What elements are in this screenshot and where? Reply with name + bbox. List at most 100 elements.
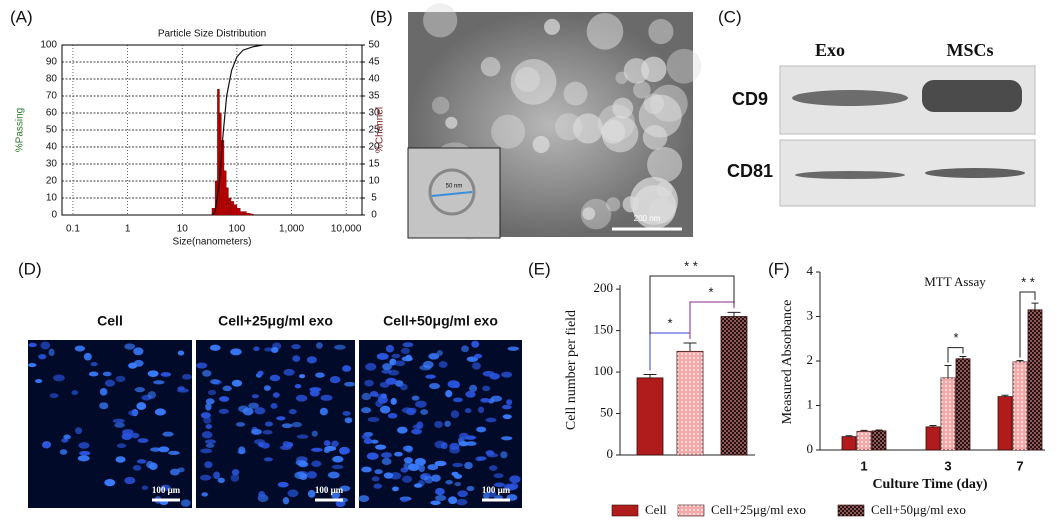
- nucleus: [200, 448, 213, 454]
- vesicle: [666, 48, 702, 84]
- nucleus: [205, 398, 215, 405]
- significance-bracket: [1019, 291, 1036, 358]
- nucleus: [217, 477, 225, 484]
- chart-title: MTT Assay: [924, 274, 986, 289]
- nucleus: [150, 447, 161, 452]
- nucleus: [411, 428, 423, 435]
- y-tick-label: 3: [807, 307, 814, 322]
- y-axis-label: Cell number per field: [564, 310, 579, 430]
- nucleus: [489, 465, 498, 471]
- significance-label: *: [953, 330, 958, 345]
- nucleus: [153, 380, 165, 385]
- nucleus: [258, 491, 266, 499]
- nucleus: [209, 344, 221, 351]
- significance-bracket: [689, 301, 735, 340]
- chart-title: Particle Size Distribution: [158, 29, 266, 40]
- nucleus: [461, 345, 469, 353]
- nucleus: [440, 442, 448, 450]
- nucleus: [436, 350, 443, 356]
- nucleus: [405, 354, 412, 362]
- nucleus: [402, 342, 414, 348]
- nucleus: [328, 471, 340, 479]
- nucleus: [231, 379, 243, 387]
- nucleus: [392, 486, 399, 492]
- significance-label: *: [667, 315, 672, 330]
- legend-texture: [838, 505, 864, 516]
- nucleus: [414, 458, 426, 466]
- nucleus: [230, 348, 242, 356]
- significance-label: *: [708, 284, 713, 299]
- nucleus: [277, 481, 289, 488]
- y-tick-label: 1: [807, 396, 814, 411]
- nucleus: [307, 489, 316, 498]
- nucleus: [382, 363, 392, 371]
- vesicle: [642, 125, 668, 150]
- nucleus: [299, 374, 306, 379]
- nucleus: [124, 343, 136, 350]
- error-bar: [959, 356, 967, 359]
- histogram-bar: [242, 211, 247, 216]
- nucleus: [454, 481, 462, 487]
- nucleus: [375, 444, 387, 450]
- blot-row: CD9: [732, 89, 768, 109]
- nucleus: [342, 410, 351, 416]
- nucleus: [83, 352, 92, 361]
- vesicle: [606, 197, 621, 212]
- nucleus: [493, 473, 504, 479]
- legend-label: Cell: [645, 502, 667, 517]
- nucleus: [263, 385, 271, 391]
- nucleus: [75, 427, 83, 435]
- nucleus: [207, 389, 217, 396]
- panel-label: (F): [768, 259, 790, 278]
- vesicle: [633, 81, 651, 99]
- nucleus: [391, 353, 401, 359]
- scale-bar-label: 200 nm: [634, 214, 661, 223]
- nucleus: [35, 379, 43, 384]
- nucleus: [434, 460, 447, 467]
- nucleus: [287, 489, 299, 498]
- nucleus: [445, 390, 453, 398]
- nucleus: [230, 473, 240, 482]
- nucleus: [269, 374, 281, 382]
- nucleus: [133, 347, 144, 356]
- error-bar: [944, 364, 952, 378]
- x-tick-label: 100: [229, 224, 246, 235]
- histogram-bar: [230, 201, 235, 216]
- nucleus: [429, 383, 441, 390]
- vesicle: [643, 93, 665, 114]
- nucleus: [251, 394, 259, 399]
- panel-label: (A): [10, 7, 33, 26]
- x-axis-label: Size(nanometers): [173, 237, 252, 248]
- y-tick-label: 100: [40, 40, 57, 51]
- nucleus: [331, 464, 344, 470]
- nucleus: [401, 475, 413, 483]
- nucleus: [344, 417, 353, 424]
- y2-tick-label: 10: [368, 176, 380, 187]
- histogram-bar: [226, 187, 229, 216]
- nucleus: [376, 353, 389, 360]
- nucleus: [394, 360, 406, 367]
- nucleus: [489, 373, 500, 380]
- bar: [841, 436, 857, 451]
- nucleus: [235, 422, 246, 427]
- nucleus: [79, 451, 91, 456]
- error-bar: [727, 311, 741, 317]
- nucleus: [162, 431, 174, 437]
- nucleus: [136, 459, 147, 464]
- nucleus: [506, 399, 513, 406]
- nucleus: [403, 457, 413, 464]
- nucleus: [202, 370, 212, 377]
- nucleus: [485, 417, 497, 423]
- nucleus: [88, 371, 99, 377]
- error-bar: [643, 374, 657, 378]
- tem-image: 50 nm 200 nm: [407, 3, 702, 240]
- nucleus: [281, 423, 293, 429]
- nucleus: [133, 359, 144, 367]
- vesicle: [650, 84, 688, 123]
- nucleus: [405, 445, 413, 453]
- nucleus: [502, 414, 512, 420]
- nucleus: [480, 397, 490, 403]
- significance-bracket: [947, 347, 964, 363]
- nucleus: [90, 361, 98, 367]
